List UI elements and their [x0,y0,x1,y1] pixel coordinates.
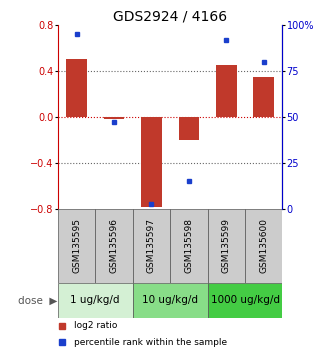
Text: dose  ▶: dose ▶ [18,295,58,305]
Text: GSM135595: GSM135595 [72,218,81,274]
Bar [170,209,208,283]
Text: GSM135599: GSM135599 [222,218,231,274]
Bar [133,283,208,318]
Bar [104,117,124,119]
Text: log2 ratio: log2 ratio [74,321,117,330]
Bar [141,117,162,207]
Bar [208,209,245,283]
Text: 10 ug/kg/d: 10 ug/kg/d [142,295,198,305]
Bar [95,209,133,283]
Text: GSM135600: GSM135600 [259,218,268,274]
Bar [208,283,282,318]
Bar [245,209,282,283]
Title: GDS2924 / 4166: GDS2924 / 4166 [113,10,227,24]
Bar [58,209,95,283]
Bar [58,283,133,318]
Bar [133,209,170,283]
Bar [216,65,237,117]
Text: GSM135597: GSM135597 [147,218,156,274]
Text: GSM135596: GSM135596 [109,218,118,274]
Text: percentile rank within the sample: percentile rank within the sample [74,338,227,347]
Bar [254,76,274,117]
Bar [66,59,87,117]
Text: 1 ug/kg/d: 1 ug/kg/d [71,295,120,305]
Text: 1000 ug/kg/d: 1000 ug/kg/d [211,295,280,305]
Bar [178,117,199,140]
Text: GSM135598: GSM135598 [184,218,193,274]
